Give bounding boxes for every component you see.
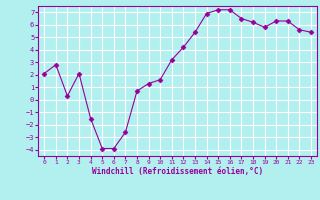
X-axis label: Windchill (Refroidissement éolien,°C): Windchill (Refroidissement éolien,°C) bbox=[92, 167, 263, 176]
